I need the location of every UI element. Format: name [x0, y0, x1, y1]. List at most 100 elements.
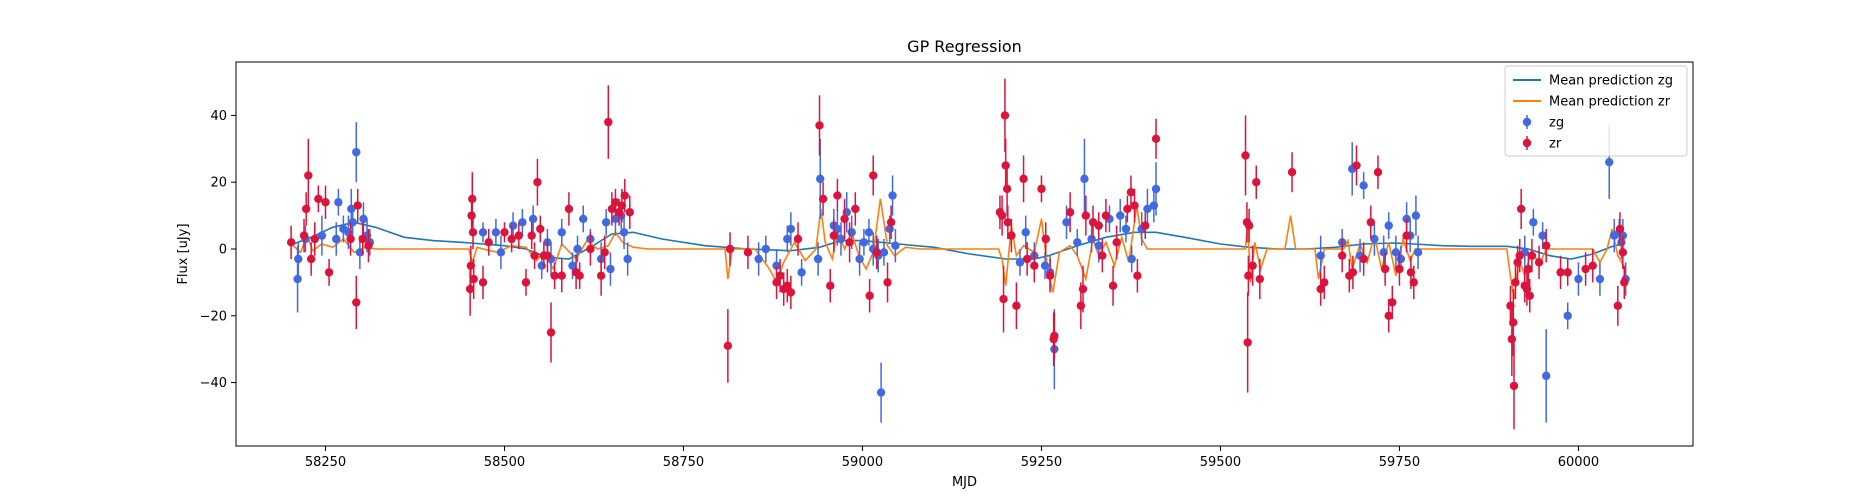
- zr-point: [1618, 248, 1628, 257]
- zg-point: [568, 261, 577, 270]
- zr-point: [1556, 268, 1565, 277]
- zg-point: [317, 231, 327, 240]
- zg-point: [1080, 174, 1089, 184]
- zr-point: [286, 238, 296, 247]
- zr-point: [586, 244, 595, 254]
- zr-point: [1581, 264, 1590, 274]
- zr-point: [364, 241, 373, 250]
- zr-point: [1045, 271, 1055, 280]
- zg-point: [754, 254, 763, 264]
- y-tick-label: 20: [210, 176, 227, 191]
- zr-point: [530, 251, 539, 260]
- zg-point: [876, 388, 886, 397]
- zr-point: [818, 194, 828, 204]
- zr-point: [1130, 201, 1139, 210]
- zr-point: [468, 228, 478, 237]
- zr-point: [557, 271, 566, 280]
- zr-point: [1507, 334, 1517, 344]
- zr-point: [872, 248, 881, 257]
- zg-point: [1391, 248, 1401, 257]
- plot-area-frame: [235, 61, 1694, 447]
- zr-point: [1542, 241, 1551, 250]
- zr-point: [607, 204, 617, 214]
- zg-point: [1015, 258, 1025, 267]
- zr-point: [793, 234, 803, 244]
- zr-point: [353, 201, 362, 210]
- legend: Mean prediction zg Mean prediction zr zg zr: [1504, 65, 1688, 157]
- zr-point: [1516, 204, 1526, 214]
- zg-point: [348, 218, 357, 227]
- zg-point: [359, 214, 368, 224]
- zg-point: [1542, 371, 1551, 381]
- zr-point: [536, 224, 545, 234]
- zr-point: [1243, 338, 1252, 347]
- zg-point: [1563, 311, 1572, 320]
- zr-point: [1511, 278, 1520, 287]
- zr-point: [611, 198, 620, 207]
- zg-point: [496, 248, 506, 257]
- zr-point: [829, 231, 839, 240]
- zr-point: [1108, 281, 1118, 290]
- zr-point: [886, 218, 896, 227]
- zr-point: [546, 328, 556, 337]
- zg-point: [847, 228, 856, 237]
- zg-point: [352, 147, 361, 157]
- zg-point: [623, 254, 632, 264]
- zr-point: [1094, 221, 1103, 230]
- zr-point: [1509, 381, 1519, 391]
- zr-point: [352, 298, 361, 307]
- zr-point: [1287, 167, 1297, 177]
- zr-point: [1384, 311, 1393, 320]
- zg-point: [816, 174, 825, 184]
- zr-point: [1101, 211, 1111, 220]
- zr-point: [826, 281, 835, 290]
- zr-point: [550, 271, 559, 280]
- zr-point: [1002, 184, 1012, 194]
- zr-point: [1019, 174, 1028, 184]
- legend-label: zr: [1549, 137, 1562, 152]
- zr-point: [725, 244, 735, 254]
- zr-point: [743, 248, 753, 257]
- zg-point: [859, 238, 869, 247]
- y-axis-label: Flux [uJy]: [176, 223, 191, 284]
- x-tick-label: 58250: [305, 455, 346, 470]
- zr-point: [1337, 251, 1347, 260]
- zg-point: [1413, 248, 1423, 257]
- zr-point: [466, 261, 476, 270]
- zg-point: [1379, 248, 1388, 257]
- zg-point: [1121, 224, 1131, 234]
- zr-point: [815, 121, 824, 130]
- zr-point: [1003, 218, 1013, 227]
- x-tick-label: 59500: [1200, 455, 1241, 470]
- zr-point: [851, 204, 860, 214]
- zg-point: [332, 234, 341, 244]
- zr-point: [358, 234, 367, 244]
- zr-point: [775, 271, 785, 280]
- zg-point: [1127, 254, 1136, 264]
- zr-point: [625, 208, 634, 217]
- zr-point: [527, 231, 536, 240]
- zr-point: [1366, 218, 1376, 227]
- zg-point: [1021, 228, 1030, 237]
- zr-point: [564, 204, 574, 214]
- zr-point: [1320, 278, 1329, 287]
- zg-point: [1149, 201, 1159, 210]
- zr-point: [845, 238, 854, 247]
- zr-point: [1316, 284, 1325, 294]
- x-tick-label: 60000: [1558, 455, 1599, 470]
- zr-point: [1081, 211, 1091, 220]
- zg-point: [1359, 181, 1368, 190]
- zr-point: [1000, 111, 1010, 120]
- zg-point: [888, 191, 897, 200]
- zg-point: [557, 228, 566, 237]
- zg-point: [355, 248, 365, 257]
- x-tick-label: 59000: [842, 455, 883, 470]
- y-tick-label: −20: [200, 309, 227, 324]
- zg-point: [1605, 157, 1614, 167]
- zg-point: [491, 228, 501, 237]
- legend-marker-swatch: [1522, 138, 1532, 148]
- zr-point: [1509, 318, 1518, 327]
- zr-point: [1534, 258, 1544, 267]
- zr-point: [1065, 208, 1075, 217]
